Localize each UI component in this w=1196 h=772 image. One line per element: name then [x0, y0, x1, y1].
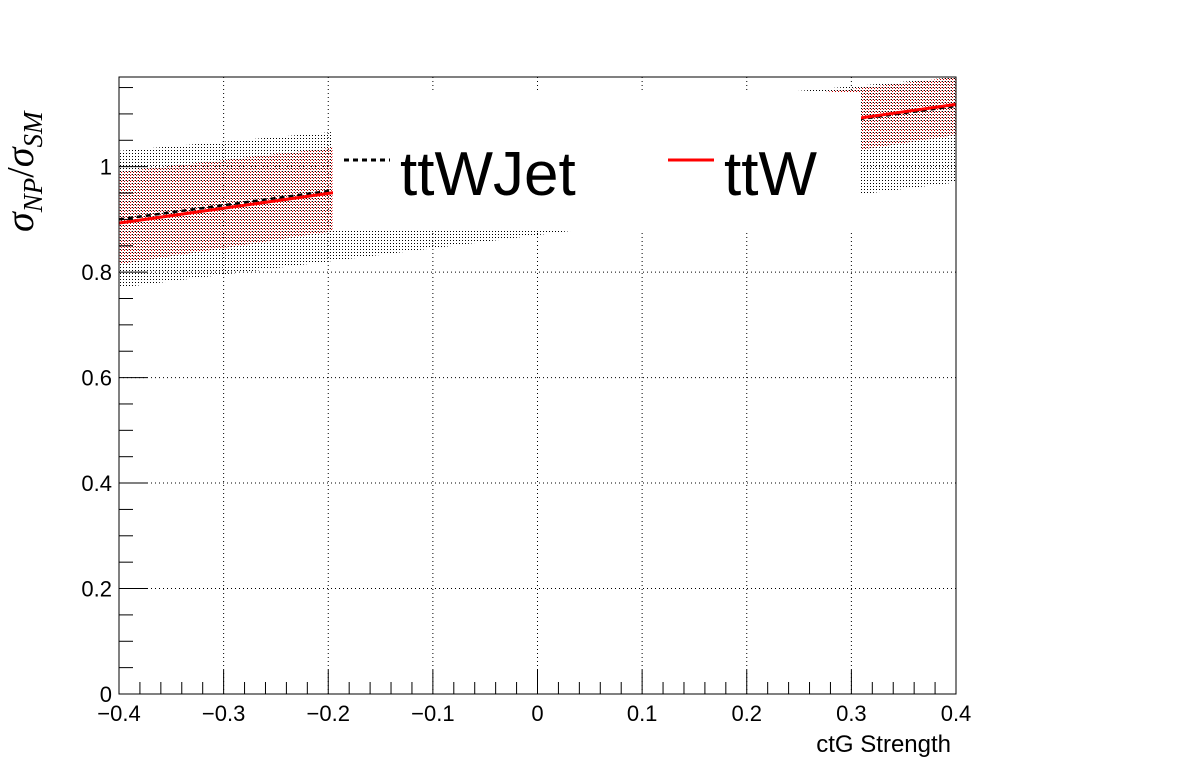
y-tick-label-5: 1: [100, 155, 112, 180]
legend-label-ttwjet: ttWJet: [400, 140, 576, 209]
y-tick-label-1: 0.2: [81, 577, 112, 602]
y-tick-label-0: 0: [100, 682, 112, 707]
x-axis-title: ctG Strength: [816, 731, 951, 758]
x-tick-label-0: −0.4: [97, 701, 140, 726]
x-tick-label-5: 0.1: [627, 701, 658, 726]
x-tick-label-8: 0.4: [941, 701, 972, 726]
x-tick-label-3: −0.1: [411, 701, 454, 726]
x-tick-label-2: −0.2: [307, 701, 350, 726]
y-tick-label-2: 0.4: [81, 471, 112, 496]
legend-label-ttw: ttW: [724, 140, 817, 209]
grid: [119, 77, 956, 694]
legend: ttWJet ttW: [333, 93, 861, 230]
x-tick-label-6: 0.2: [731, 701, 762, 726]
x-tick-label-4: 0: [531, 701, 543, 726]
legend-box: [333, 93, 861, 230]
x-tick-label-1: −0.3: [202, 701, 245, 726]
y-axis-title: σNP/σSM: [0, 110, 48, 232]
x-tick-label-7: 0.3: [836, 701, 867, 726]
axis-ticks: [118, 87, 957, 695]
x-tick-labels: −0.4 −0.3 −0.2 −0.1 0 0.1 0.2 0.3 0.4: [97, 701, 971, 726]
y-tick-label-3: 0.6: [81, 366, 112, 391]
y-tick-label-4: 0.8: [81, 260, 112, 285]
y-tick-labels: 0 0.2 0.4 0.6 0.8 1: [81, 155, 112, 707]
